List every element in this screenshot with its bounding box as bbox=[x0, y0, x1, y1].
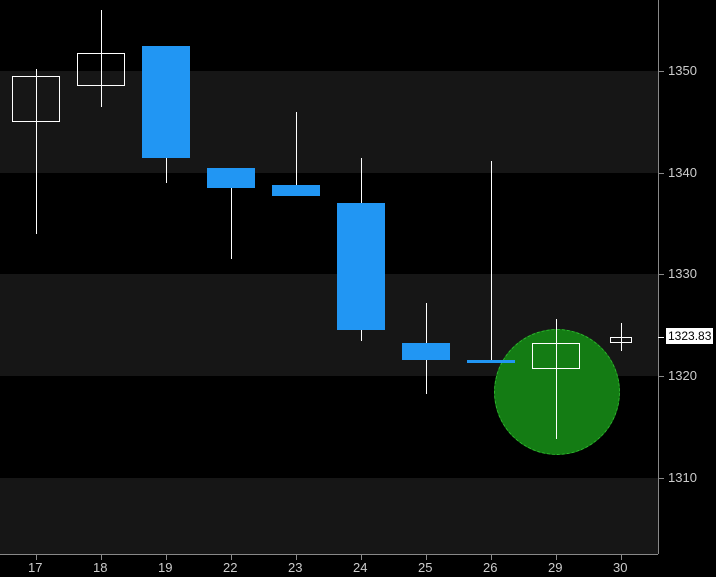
chart-band bbox=[0, 173, 658, 275]
y-tick-label: 1320 bbox=[668, 368, 697, 383]
candle-wick bbox=[296, 112, 297, 196]
price-flag-tick bbox=[658, 337, 664, 338]
y-axis bbox=[658, 0, 659, 554]
y-tick-label: 1340 bbox=[668, 165, 697, 180]
x-tick-label: 30 bbox=[613, 560, 627, 575]
candle-wick bbox=[556, 319, 557, 439]
x-tick-label: 24 bbox=[353, 560, 367, 575]
candle-body bbox=[532, 343, 580, 369]
x-tick-label: 25 bbox=[418, 560, 432, 575]
chart-band bbox=[0, 478, 658, 554]
chart-band bbox=[0, 71, 658, 173]
x-tick-label: 22 bbox=[223, 560, 237, 575]
y-tick-label: 1330 bbox=[668, 266, 697, 281]
candlestick-chart: 1310 1320 1330 1340 1350 17 18 19 22 23 24 25 26 29 30… bbox=[0, 0, 716, 577]
price-flag: 1323.83 bbox=[666, 328, 713, 344]
x-tick-label: 29 bbox=[548, 560, 562, 575]
candle-body bbox=[207, 168, 255, 188]
x-tick-label: 18 bbox=[93, 560, 107, 575]
y-tick bbox=[658, 173, 664, 174]
candle-body bbox=[12, 76, 60, 122]
y-tick bbox=[658, 478, 664, 479]
y-tick bbox=[658, 71, 664, 72]
y-tick-label: 1310 bbox=[668, 470, 697, 485]
candle-body bbox=[402, 343, 450, 360]
x-axis bbox=[0, 554, 658, 555]
candle-body bbox=[142, 46, 190, 158]
candle-body bbox=[77, 53, 125, 87]
x-tick-label: 17 bbox=[28, 560, 42, 575]
y-tick bbox=[658, 274, 664, 275]
x-tick-label: 26 bbox=[483, 560, 497, 575]
candle-body bbox=[272, 185, 320, 196]
candle-body bbox=[467, 360, 515, 363]
y-tick bbox=[658, 376, 664, 377]
y-tick-label: 1350 bbox=[668, 63, 697, 78]
candle-body bbox=[610, 337, 632, 342]
candle-wick bbox=[491, 161, 492, 363]
x-tick-label: 23 bbox=[288, 560, 302, 575]
x-tick-label: 19 bbox=[158, 560, 172, 575]
candle-body bbox=[337, 203, 385, 330]
